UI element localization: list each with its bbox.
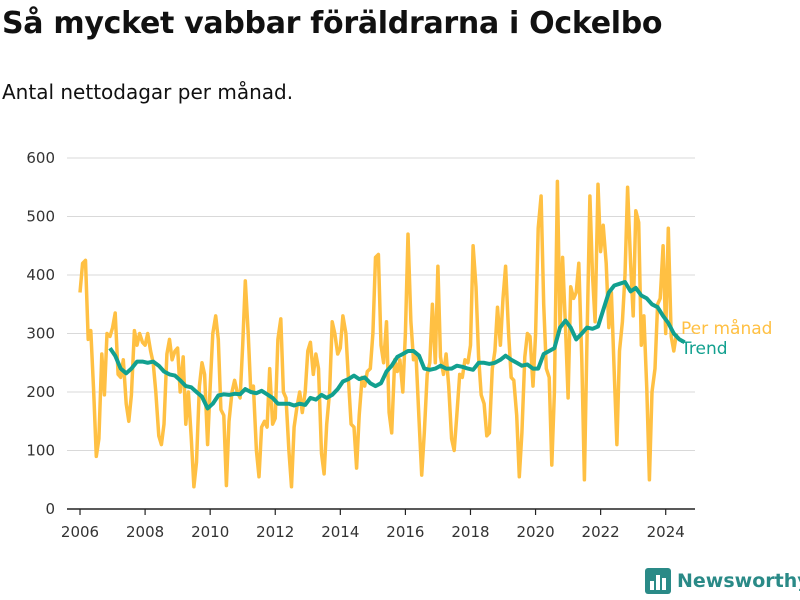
y-tick-label: 500 [26,208,55,226]
y-tick-label: 200 [26,383,55,401]
x-tick-label: 2024 [647,523,685,541]
x-tick-label: 2022 [582,523,620,541]
x-tick-label: 2012 [256,523,294,541]
chart-title: Så mycket vabbar föräldrarna i Ockelbo [2,6,663,41]
brand-name: Newsworthy [677,570,800,592]
x-tick-label: 2016 [386,523,424,541]
series-line-trend [108,280,686,411]
x-tick-label: 2006 [61,523,99,541]
newsworthy-logo: Newsworthy [645,568,800,594]
x-tick-label: 2018 [451,523,489,541]
y-tick-label: 400 [26,266,55,284]
legend-label-per-manad: Per månad [681,318,772,339]
x-tick-label: 2014 [321,523,359,541]
chart-subtitle: Antal nettodagar per månad. [2,80,294,104]
y-tick-label: 600 [26,149,55,167]
y-tick-label: 300 [26,325,55,343]
x-tick-label: 2020 [516,523,554,541]
y-axis-ticks: 0 100 200 300 400 500 600 [26,149,55,518]
y-tick-label: 100 [26,442,55,460]
y-tick-label: 0 [45,500,55,518]
x-tick-label: 2008 [126,523,164,541]
x-axis-ticks: 2006 2008 2010 2012 2014 2016 2018 2020 2022 2024 [61,509,685,541]
bar-chart-icon [645,568,671,594]
legend-label-trend: Trend [680,339,728,359]
x-tick-label: 2010 [191,523,229,541]
series-line-per-manad [78,179,679,489]
